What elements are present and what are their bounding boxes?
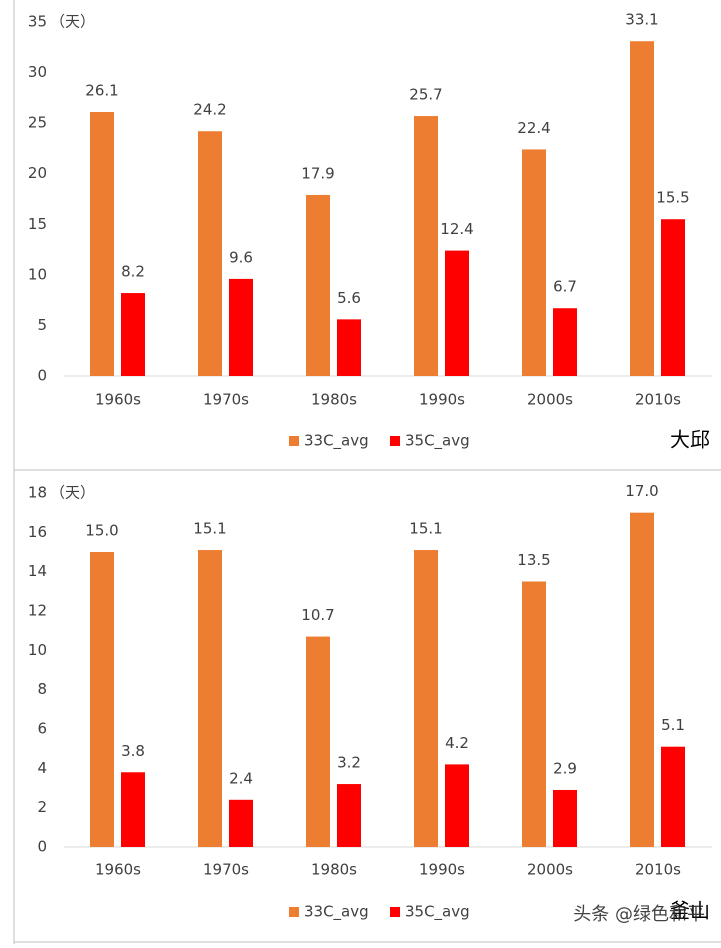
value-label: 15.5 bbox=[656, 189, 689, 207]
value-label: 24.2 bbox=[193, 101, 226, 119]
x-tick-label: 2010s bbox=[635, 391, 681, 409]
value-label: 2.4 bbox=[229, 769, 253, 787]
bar bbox=[337, 784, 361, 847]
bar bbox=[630, 41, 654, 377]
value-label: 22.4 bbox=[517, 119, 550, 137]
bar bbox=[445, 250, 469, 376]
bar bbox=[121, 293, 145, 376]
value-label: 33.1 bbox=[625, 11, 658, 29]
legend-label: 33C_avg bbox=[304, 432, 369, 451]
bar bbox=[630, 512, 654, 847]
y-tick-label: 20 bbox=[28, 164, 47, 182]
x-tick-label: 1960s bbox=[95, 861, 141, 879]
value-label: 26.1 bbox=[85, 82, 118, 100]
value-label: 5.1 bbox=[661, 716, 685, 734]
x-tick-label: 1980s bbox=[311, 391, 357, 409]
bar bbox=[306, 194, 330, 376]
bar bbox=[522, 149, 546, 376]
y-unit: （天） bbox=[50, 484, 95, 502]
legend-swatch bbox=[289, 907, 299, 917]
y-tick-label: 5 bbox=[37, 316, 47, 334]
legend-label: 35C_avg bbox=[405, 432, 470, 451]
y-tick-label: 25 bbox=[28, 114, 47, 132]
y-tick-label: 8 bbox=[37, 680, 47, 698]
value-label: 8.2 bbox=[121, 263, 145, 281]
value-label: 17.9 bbox=[301, 164, 334, 182]
y-tick-label: 14 bbox=[28, 562, 47, 580]
y-tick-label: 18 bbox=[28, 484, 47, 502]
legend-label: 35C_avg bbox=[405, 903, 470, 922]
bar bbox=[553, 789, 577, 847]
bar bbox=[90, 112, 114, 376]
value-label: 10.7 bbox=[301, 606, 334, 624]
y-tick-label: 0 bbox=[37, 367, 47, 385]
bar bbox=[337, 319, 361, 376]
x-tick-label: 2000s bbox=[527, 861, 573, 879]
value-label: 2.9 bbox=[553, 759, 577, 777]
value-label: 3.8 bbox=[121, 742, 145, 760]
y-tick-label: 15 bbox=[28, 215, 47, 233]
bar bbox=[414, 550, 438, 847]
value-label: 6.7 bbox=[553, 278, 577, 296]
y-tick-label: 10 bbox=[28, 265, 47, 283]
y-tick-label: 16 bbox=[28, 523, 47, 541]
value-label: 4.2 bbox=[445, 734, 469, 752]
legend-swatch bbox=[390, 436, 400, 446]
x-tick-label: 2010s bbox=[635, 861, 681, 879]
bar bbox=[553, 308, 577, 376]
bar bbox=[229, 799, 253, 847]
value-label: 3.2 bbox=[337, 754, 361, 772]
bar bbox=[90, 552, 114, 847]
watermark: 头条 @绿色和平 bbox=[573, 904, 705, 925]
value-label: 12.4 bbox=[440, 220, 473, 238]
x-tick-label: 1960s bbox=[95, 391, 141, 409]
y-tick-label: 6 bbox=[37, 720, 47, 738]
x-tick-label: 1990s bbox=[419, 861, 465, 879]
bar bbox=[445, 764, 469, 847]
value-label: 13.5 bbox=[517, 551, 550, 569]
legend-swatch bbox=[289, 436, 299, 446]
y-tick-label: 35 bbox=[28, 13, 47, 31]
value-label: 9.6 bbox=[229, 248, 253, 266]
legend-swatch bbox=[390, 907, 400, 917]
bar bbox=[121, 772, 145, 847]
bar bbox=[229, 278, 253, 376]
y-tick-label: 2 bbox=[37, 798, 47, 816]
x-tick-label: 1970s bbox=[203, 861, 249, 879]
x-tick-label: 1990s bbox=[419, 391, 465, 409]
bar bbox=[306, 636, 330, 847]
value-label: 15.1 bbox=[409, 520, 442, 538]
x-tick-label: 1980s bbox=[311, 861, 357, 879]
corner-label: 大邱 bbox=[670, 428, 710, 452]
value-label: 25.7 bbox=[409, 86, 442, 104]
legend-label: 33C_avg bbox=[304, 903, 369, 922]
value-label: 15.0 bbox=[85, 522, 118, 540]
x-tick-label: 2000s bbox=[527, 391, 573, 409]
corner-label: 釜山 bbox=[670, 899, 710, 923]
bar bbox=[522, 581, 546, 847]
bar bbox=[414, 116, 438, 376]
bar bbox=[198, 550, 222, 847]
value-label: 15.1 bbox=[193, 520, 226, 538]
y-tick-label: 12 bbox=[28, 602, 47, 620]
y-tick-label: 30 bbox=[28, 63, 47, 81]
bar bbox=[198, 131, 222, 376]
x-tick-label: 1970s bbox=[203, 391, 249, 409]
y-tick-label: 4 bbox=[37, 759, 47, 777]
value-label: 5.6 bbox=[337, 289, 361, 307]
y-tick-label: 0 bbox=[37, 838, 47, 856]
bar bbox=[661, 219, 685, 376]
y-unit: （天） bbox=[50, 13, 95, 31]
bar bbox=[661, 746, 685, 847]
value-label: 17.0 bbox=[625, 482, 658, 500]
y-tick-label: 10 bbox=[28, 641, 47, 659]
